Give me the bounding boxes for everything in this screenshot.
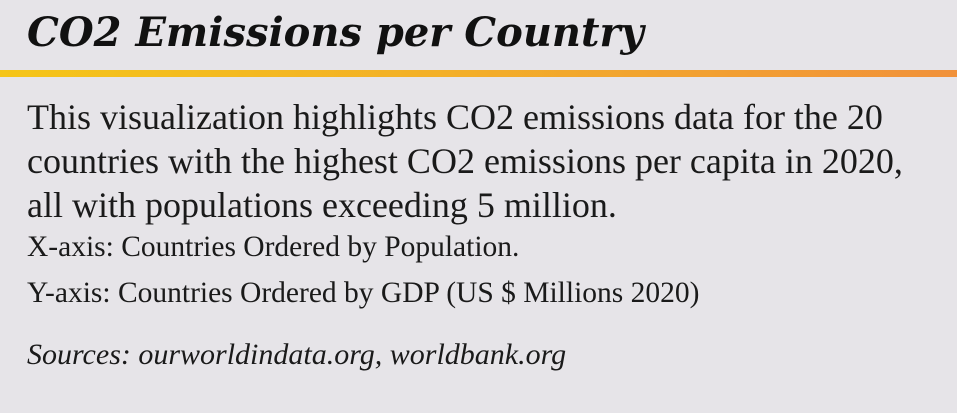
description-text: This visualization highlights CO2 emissi… [27, 97, 903, 225]
sources-note: Sources: ourworldindata.org, worldbank.o… [27, 338, 567, 371]
title-divider [0, 70, 957, 77]
x-axis-note: X-axis: Countries Ordered by Population. [27, 231, 520, 263]
y-axis-note: Y-axis: Countries Ordered by GDP (US $ M… [27, 277, 700, 309]
page-title: CO2 Emissions per Country [27, 9, 644, 56]
